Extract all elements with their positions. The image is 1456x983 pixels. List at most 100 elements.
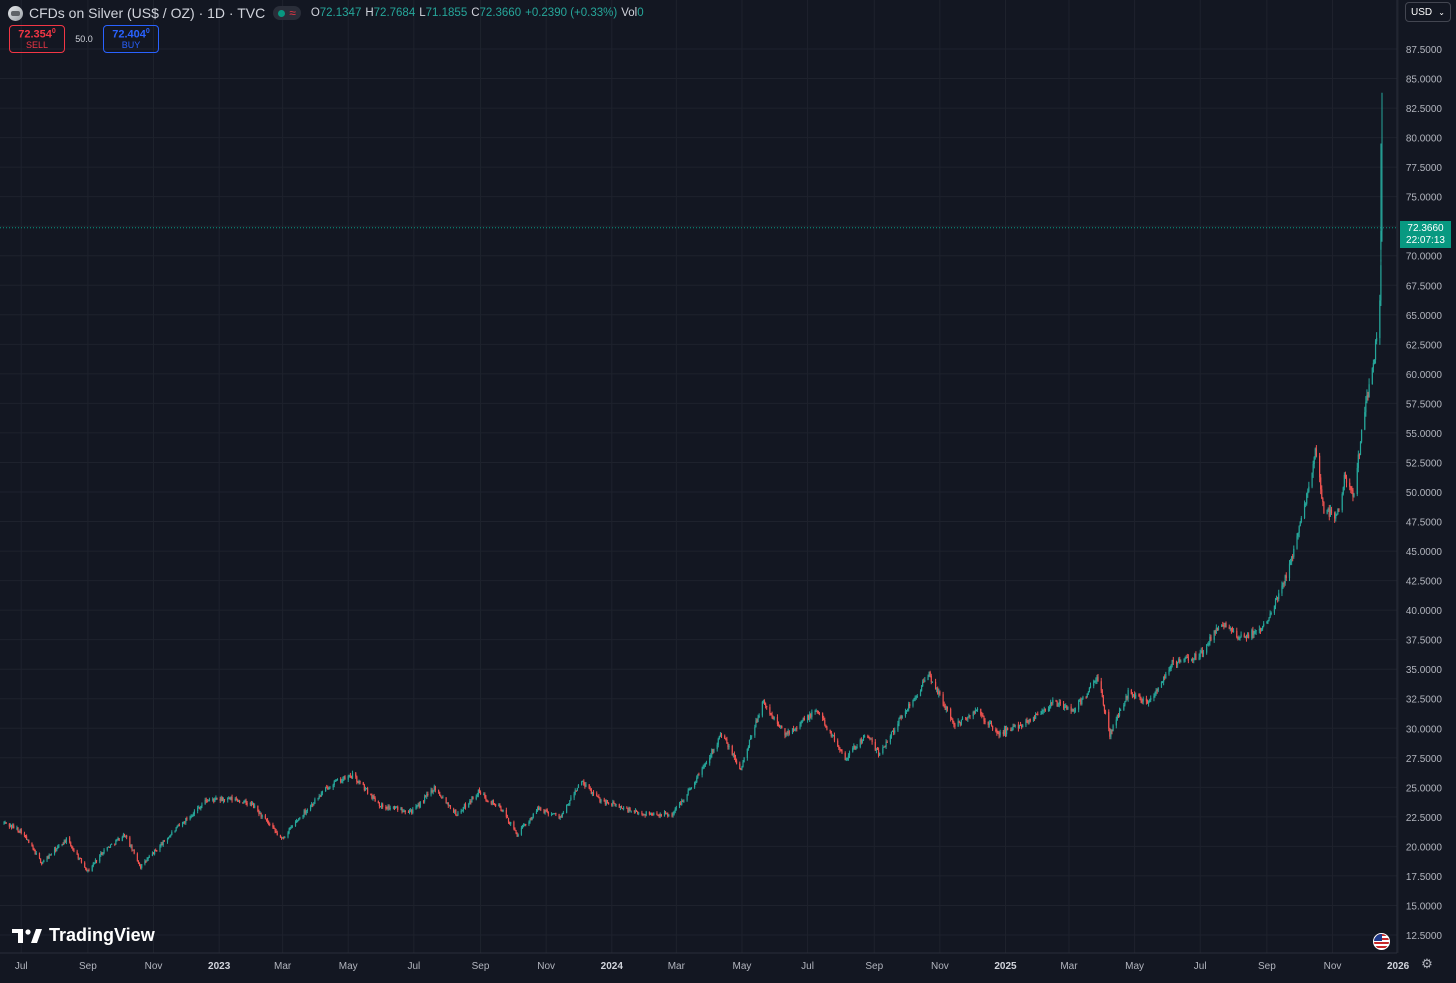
candle	[229, 797, 231, 800]
candle	[900, 714, 902, 721]
candle	[215, 795, 217, 801]
candle	[249, 801, 251, 807]
market-open-dot-icon	[278, 9, 286, 17]
candle	[1018, 724, 1021, 729]
candle	[20, 828, 22, 835]
candle	[634, 808, 637, 814]
candle	[1327, 507, 1329, 512]
candle	[758, 713, 760, 719]
candle	[121, 835, 123, 842]
candle	[717, 737, 719, 748]
candle	[725, 737, 727, 741]
candle	[559, 816, 561, 820]
y-tick-label: 35.0000	[1406, 665, 1443, 676]
candle	[1352, 487, 1354, 502]
candle	[109, 844, 112, 848]
candle	[897, 720, 899, 732]
candle	[400, 806, 402, 811]
candle	[393, 805, 396, 811]
candle	[924, 677, 926, 683]
candle	[386, 806, 388, 810]
candle	[1293, 545, 1295, 559]
x-tick-label: Mar	[1060, 961, 1078, 972]
candle	[891, 730, 894, 733]
candle	[1186, 653, 1188, 659]
candle	[289, 826, 291, 831]
candle	[936, 687, 938, 693]
tradingview-logo[interactable]: TradingView	[12, 925, 155, 946]
candle	[205, 797, 207, 804]
candle	[1284, 574, 1286, 586]
candle	[357, 780, 359, 784]
candle	[1296, 533, 1298, 550]
candle	[1321, 485, 1323, 500]
candle	[478, 787, 481, 794]
candle	[344, 775, 346, 780]
candle	[1244, 635, 1246, 639]
candle	[455, 809, 457, 816]
candle	[1178, 657, 1180, 663]
candle	[237, 799, 240, 803]
candle	[701, 766, 703, 778]
us-flag-icon[interactable]	[1373, 933, 1390, 950]
candle	[652, 812, 654, 816]
candle	[1240, 631, 1242, 638]
candle	[680, 801, 682, 806]
candle	[748, 739, 751, 749]
open-label: O	[310, 7, 320, 19]
x-tick-label: Sep	[472, 961, 490, 972]
candle	[1216, 627, 1219, 631]
candle	[336, 778, 339, 781]
currency-selector[interactable]: USD ⌄	[1405, 2, 1451, 22]
candle	[350, 775, 353, 779]
candle	[1291, 556, 1293, 566]
candle	[1193, 657, 1195, 664]
candle	[191, 814, 193, 818]
candle	[1055, 699, 1057, 702]
candle	[913, 697, 915, 702]
candle	[633, 810, 635, 814]
candle	[952, 718, 954, 724]
candle	[1160, 681, 1163, 688]
ohlc-values: O72.1347 H72.7684 L71.1855 C72.3660 +0.2…	[311, 7, 644, 19]
candle	[257, 805, 259, 813]
settings-gear-icon[interactable]: ⚙	[1421, 956, 1433, 971]
candle	[155, 848, 157, 852]
candle	[216, 797, 218, 800]
candle	[204, 797, 206, 805]
chart-legend[interactable]: CFDs on Silver (US$ / OZ) · 1D · TVC ≈ O…	[8, 3, 644, 23]
candle	[170, 834, 172, 838]
candle	[792, 725, 795, 733]
candlestick-series	[3, 92, 1383, 873]
candle	[362, 781, 364, 786]
candle	[1350, 485, 1352, 494]
candle	[230, 796, 232, 801]
candle	[621, 807, 624, 810]
candle	[17, 827, 19, 833]
candle	[681, 798, 683, 806]
candle	[894, 727, 896, 735]
candle	[502, 809, 504, 813]
candle	[778, 724, 781, 728]
candle	[659, 812, 661, 819]
candle	[1224, 622, 1226, 628]
candle	[1373, 359, 1376, 365]
candle	[377, 800, 379, 804]
buy-button[interactable]: 72.4040 BUY	[103, 25, 159, 53]
candle	[751, 735, 753, 740]
candle	[1380, 259, 1382, 306]
candle	[220, 795, 222, 802]
candle	[1085, 696, 1087, 699]
symbol-title[interactable]: CFDs on Silver (US$ / OZ) · 1D · TVC	[29, 5, 266, 21]
candle	[242, 802, 244, 804]
sell-button[interactable]: 72.3540 SELL	[9, 25, 65, 53]
last-price-label: 72.3660 22:07:13	[1400, 221, 1451, 248]
candle	[1065, 703, 1067, 709]
candle	[469, 799, 471, 805]
candle	[1117, 713, 1120, 719]
candle	[1071, 708, 1073, 713]
market-status[interactable]: ≈	[273, 6, 301, 20]
candle	[146, 857, 148, 862]
candle	[785, 732, 787, 738]
